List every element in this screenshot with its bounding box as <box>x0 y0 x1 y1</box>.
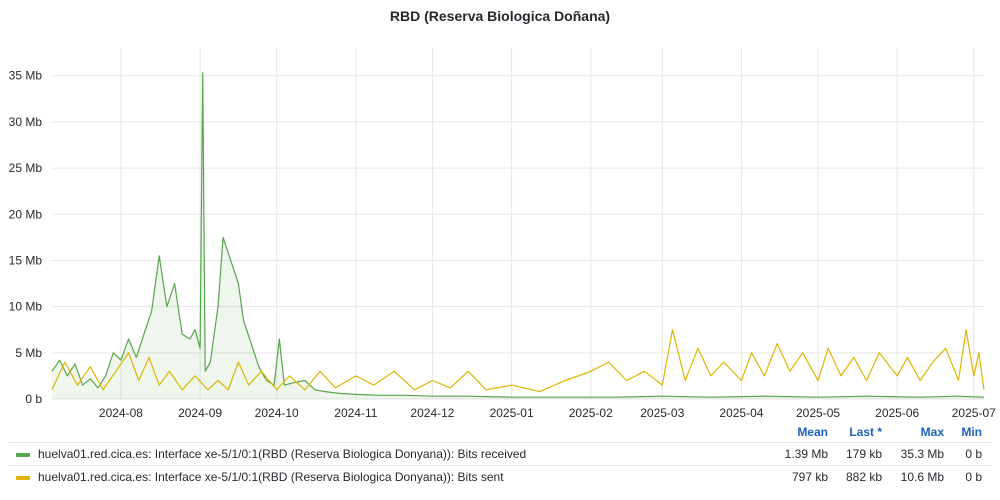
x-tick-label: 2025-03 <box>640 406 684 420</box>
y-tick-label: 25 Mb <box>9 161 43 175</box>
y-tick-label: 0 b <box>25 392 42 406</box>
mean-value: 1.39 Mb <box>784 447 828 461</box>
x-tick-label: 2025-05 <box>796 406 840 420</box>
y-tick-label: 10 Mb <box>9 300 43 314</box>
series-line-1 <box>51 329 985 393</box>
header-last[interactable]: Last * <box>849 425 882 439</box>
legend-table: Mean Last * Max Min huelva01.red.cica.es… <box>8 422 992 488</box>
min-value: 0 b <box>965 447 982 461</box>
legend-row-received[interactable]: huelva01.red.cica.es: Interface xe-5/1/0… <box>8 442 992 465</box>
x-tick-label: 2024-11 <box>334 406 377 420</box>
max-value: 10.6 Mb <box>900 470 944 484</box>
y-tick-label: 20 Mb <box>9 207 43 221</box>
x-axis-ticks: 2024-08 2024-09 2024-10 2024-11 2024-12 2025-… <box>99 406 996 420</box>
mean-value: 797 kb <box>791 470 828 484</box>
y-tick-label: 35 Mb <box>9 69 43 83</box>
x-tick-label: 2025-01 <box>490 406 534 420</box>
max-value: 35.3 Mb <box>900 447 944 461</box>
series-lines <box>51 72 985 400</box>
series-name[interactable]: huelva01.red.cica.es: Interface xe-5/1/0… <box>38 470 504 484</box>
x-tick-label: 2025-06 <box>875 406 919 420</box>
last-value: 179 kb <box>845 447 882 461</box>
x-tick-label: 2025-04 <box>719 406 763 420</box>
x-tick-label: 2024-08 <box>99 406 143 420</box>
y-tick-label: 30 Mb <box>9 115 43 129</box>
series-color-swatch <box>16 453 30 457</box>
grid-lines <box>52 48 984 400</box>
header-min[interactable]: Min <box>961 425 982 439</box>
time-series-plot[interactable]: 0 b 5 Mb 10 Mb 15 Mb 20 Mb 25 Mb 30 Mb 35 Mb 20… <box>0 0 1000 420</box>
x-tick-label: 2025-07 <box>952 406 996 420</box>
legend-row-sent[interactable]: huelva01.red.cica.es: Interface xe-5/1/0… <box>8 465 992 488</box>
legend-header: Mean Last * Max Min <box>8 422 992 442</box>
x-tick-label: 2025-02 <box>569 406 613 420</box>
x-tick-label: 2024-10 <box>255 406 299 420</box>
y-axis-ticks: 0 b 5 Mb 10 Mb 15 Mb 20 Mb 25 Mb 30 Mb 35 Mb <box>9 69 43 406</box>
series-color-swatch <box>16 476 30 480</box>
x-tick-label: 2024-12 <box>410 406 454 420</box>
y-tick-label: 5 Mb <box>15 346 42 360</box>
y-tick-label: 15 Mb <box>9 253 43 267</box>
series-line-0 <box>51 72 985 398</box>
header-mean[interactable]: Mean <box>797 425 828 439</box>
last-value: 882 kb <box>845 470 882 484</box>
series-name[interactable]: huelva01.red.cica.es: Interface xe-5/1/0… <box>38 447 527 461</box>
chart-title: RBD (Reserva Biologica Doñana) <box>389 8 611 24</box>
min-value: 0 b <box>965 470 982 484</box>
header-max[interactable]: Max <box>920 425 944 439</box>
x-tick-label: 2024-09 <box>178 406 222 420</box>
